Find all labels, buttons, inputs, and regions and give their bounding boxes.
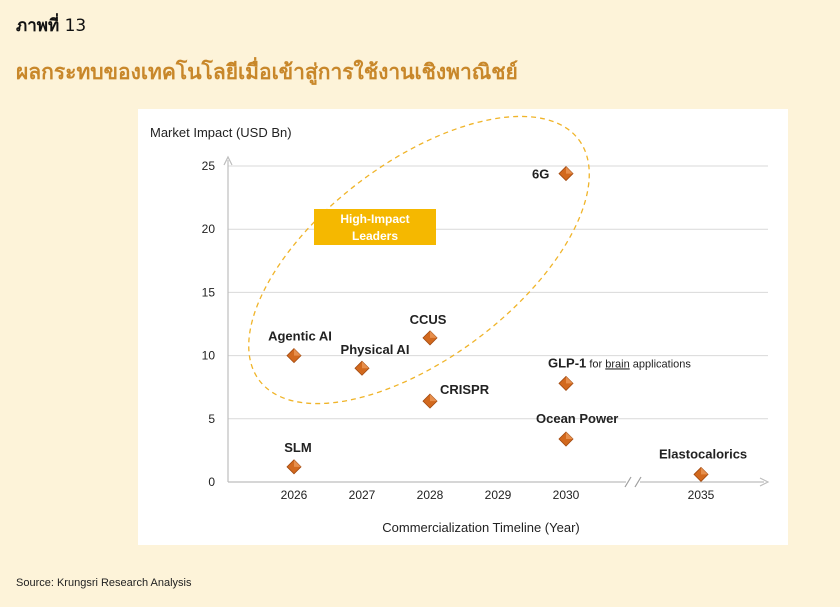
axes: [223, 155, 770, 488]
data-label: Ocean Power: [536, 411, 618, 426]
high-impact-ellipse: [248, 115, 590, 405]
gridlines: [228, 165, 768, 420]
diamond-highlight: [566, 376, 573, 384]
y-tick-label: 10: [202, 349, 216, 363]
chart-panel: 0 5 10 15 20 25 2026 2027 2028 2029 2030 2035 Mark…: [138, 109, 788, 545]
data-point-marker: [558, 166, 574, 182]
data-label-name: Ocean Power: [536, 411, 618, 426]
y-axis-label: Market Impact (USD Bn): [150, 125, 292, 140]
x-axis-arrow: [759, 477, 770, 487]
data-point-marker: [558, 375, 574, 391]
data-point-marker: [558, 431, 574, 447]
data-label-suffix: for: [586, 358, 605, 370]
x-tick-label: 2026: [281, 488, 308, 502]
x-tick-labels: 2026 2027 2028 2029 2030 2035: [281, 488, 715, 502]
callout-line-1: High-Impact: [340, 212, 409, 226]
data-label-name: CRISPR: [440, 382, 490, 397]
y-tick-label: 15: [202, 285, 216, 299]
diamond-highlight: [430, 394, 437, 402]
data-point-marker: [422, 330, 438, 346]
diamond-highlight: [701, 467, 708, 475]
diamond-highlight: [566, 166, 573, 174]
callout-line-2: Leaders: [352, 229, 398, 243]
data-point-marker: [286, 459, 302, 475]
data-point-marker: [693, 466, 709, 482]
x-axis-label: Commercialization Timeline (Year): [382, 520, 579, 535]
y-axis-arrow: [223, 155, 233, 166]
diamond-highlight: [294, 348, 301, 356]
data-label-name: CCUS: [410, 312, 447, 327]
y-tick-label: 5: [208, 412, 215, 426]
data-label-name: GLP-1: [548, 355, 586, 370]
diamond-highlight: [294, 459, 301, 467]
axis-break-mark: [624, 476, 632, 488]
x-tick-label: 2027: [349, 488, 376, 502]
figure-number-label: ภาพที่: [16, 16, 60, 36]
axis-break-mark: [634, 476, 642, 488]
data-label-suffix-underlined: brain: [605, 358, 629, 370]
x-tick-label: 2028: [417, 488, 444, 502]
data-label: Elastocalorics: [659, 446, 747, 461]
diamond-highlight: [566, 432, 573, 440]
data-label-name: Agentic AI: [268, 329, 332, 344]
data-label-name: Elastocalorics: [659, 446, 747, 461]
data-points: [286, 166, 709, 482]
y-tick-labels: 0 5 10 15 20 25: [202, 159, 216, 489]
data-point-marker: [354, 360, 370, 376]
data-label-suffix: applications: [630, 358, 692, 370]
figure-number-value: 13: [64, 16, 87, 36]
callout-box: [314, 209, 436, 245]
figure-number: ภาพที่ 13: [16, 12, 86, 39]
diamond-highlight: [362, 361, 369, 369]
y-tick-label: 20: [202, 222, 216, 236]
source-note: Source: Krungsri Research Analysis: [16, 577, 192, 589]
data-label: SLM: [284, 440, 311, 455]
data-label-name: SLM: [284, 440, 311, 455]
x-tick-label: 2030: [553, 488, 580, 502]
data-label: Agentic AI: [268, 329, 332, 344]
data-label: GLP-1 for brain applications: [548, 355, 691, 370]
data-point-marker: [422, 393, 438, 409]
data-label: CRISPR: [440, 382, 490, 397]
data-label-name: 6G: [532, 167, 549, 182]
diamond-highlight: [430, 330, 437, 338]
data-label-name: Physical AI: [341, 342, 410, 357]
x-tick-label: 2029: [485, 488, 512, 502]
data-label: CCUS: [410, 312, 447, 327]
figure-title: ผลกระทบของเทคโนโลยีเมื่อเข้าสู่การใช้งาน…: [16, 60, 518, 84]
data-label: Physical AI: [341, 342, 410, 357]
y-tick-label: 25: [202, 159, 216, 173]
x-tick-label: 2035: [688, 488, 715, 502]
y-tick-label: 0: [208, 475, 215, 489]
data-point-marker: [286, 348, 302, 364]
data-label: 6G: [532, 167, 549, 182]
